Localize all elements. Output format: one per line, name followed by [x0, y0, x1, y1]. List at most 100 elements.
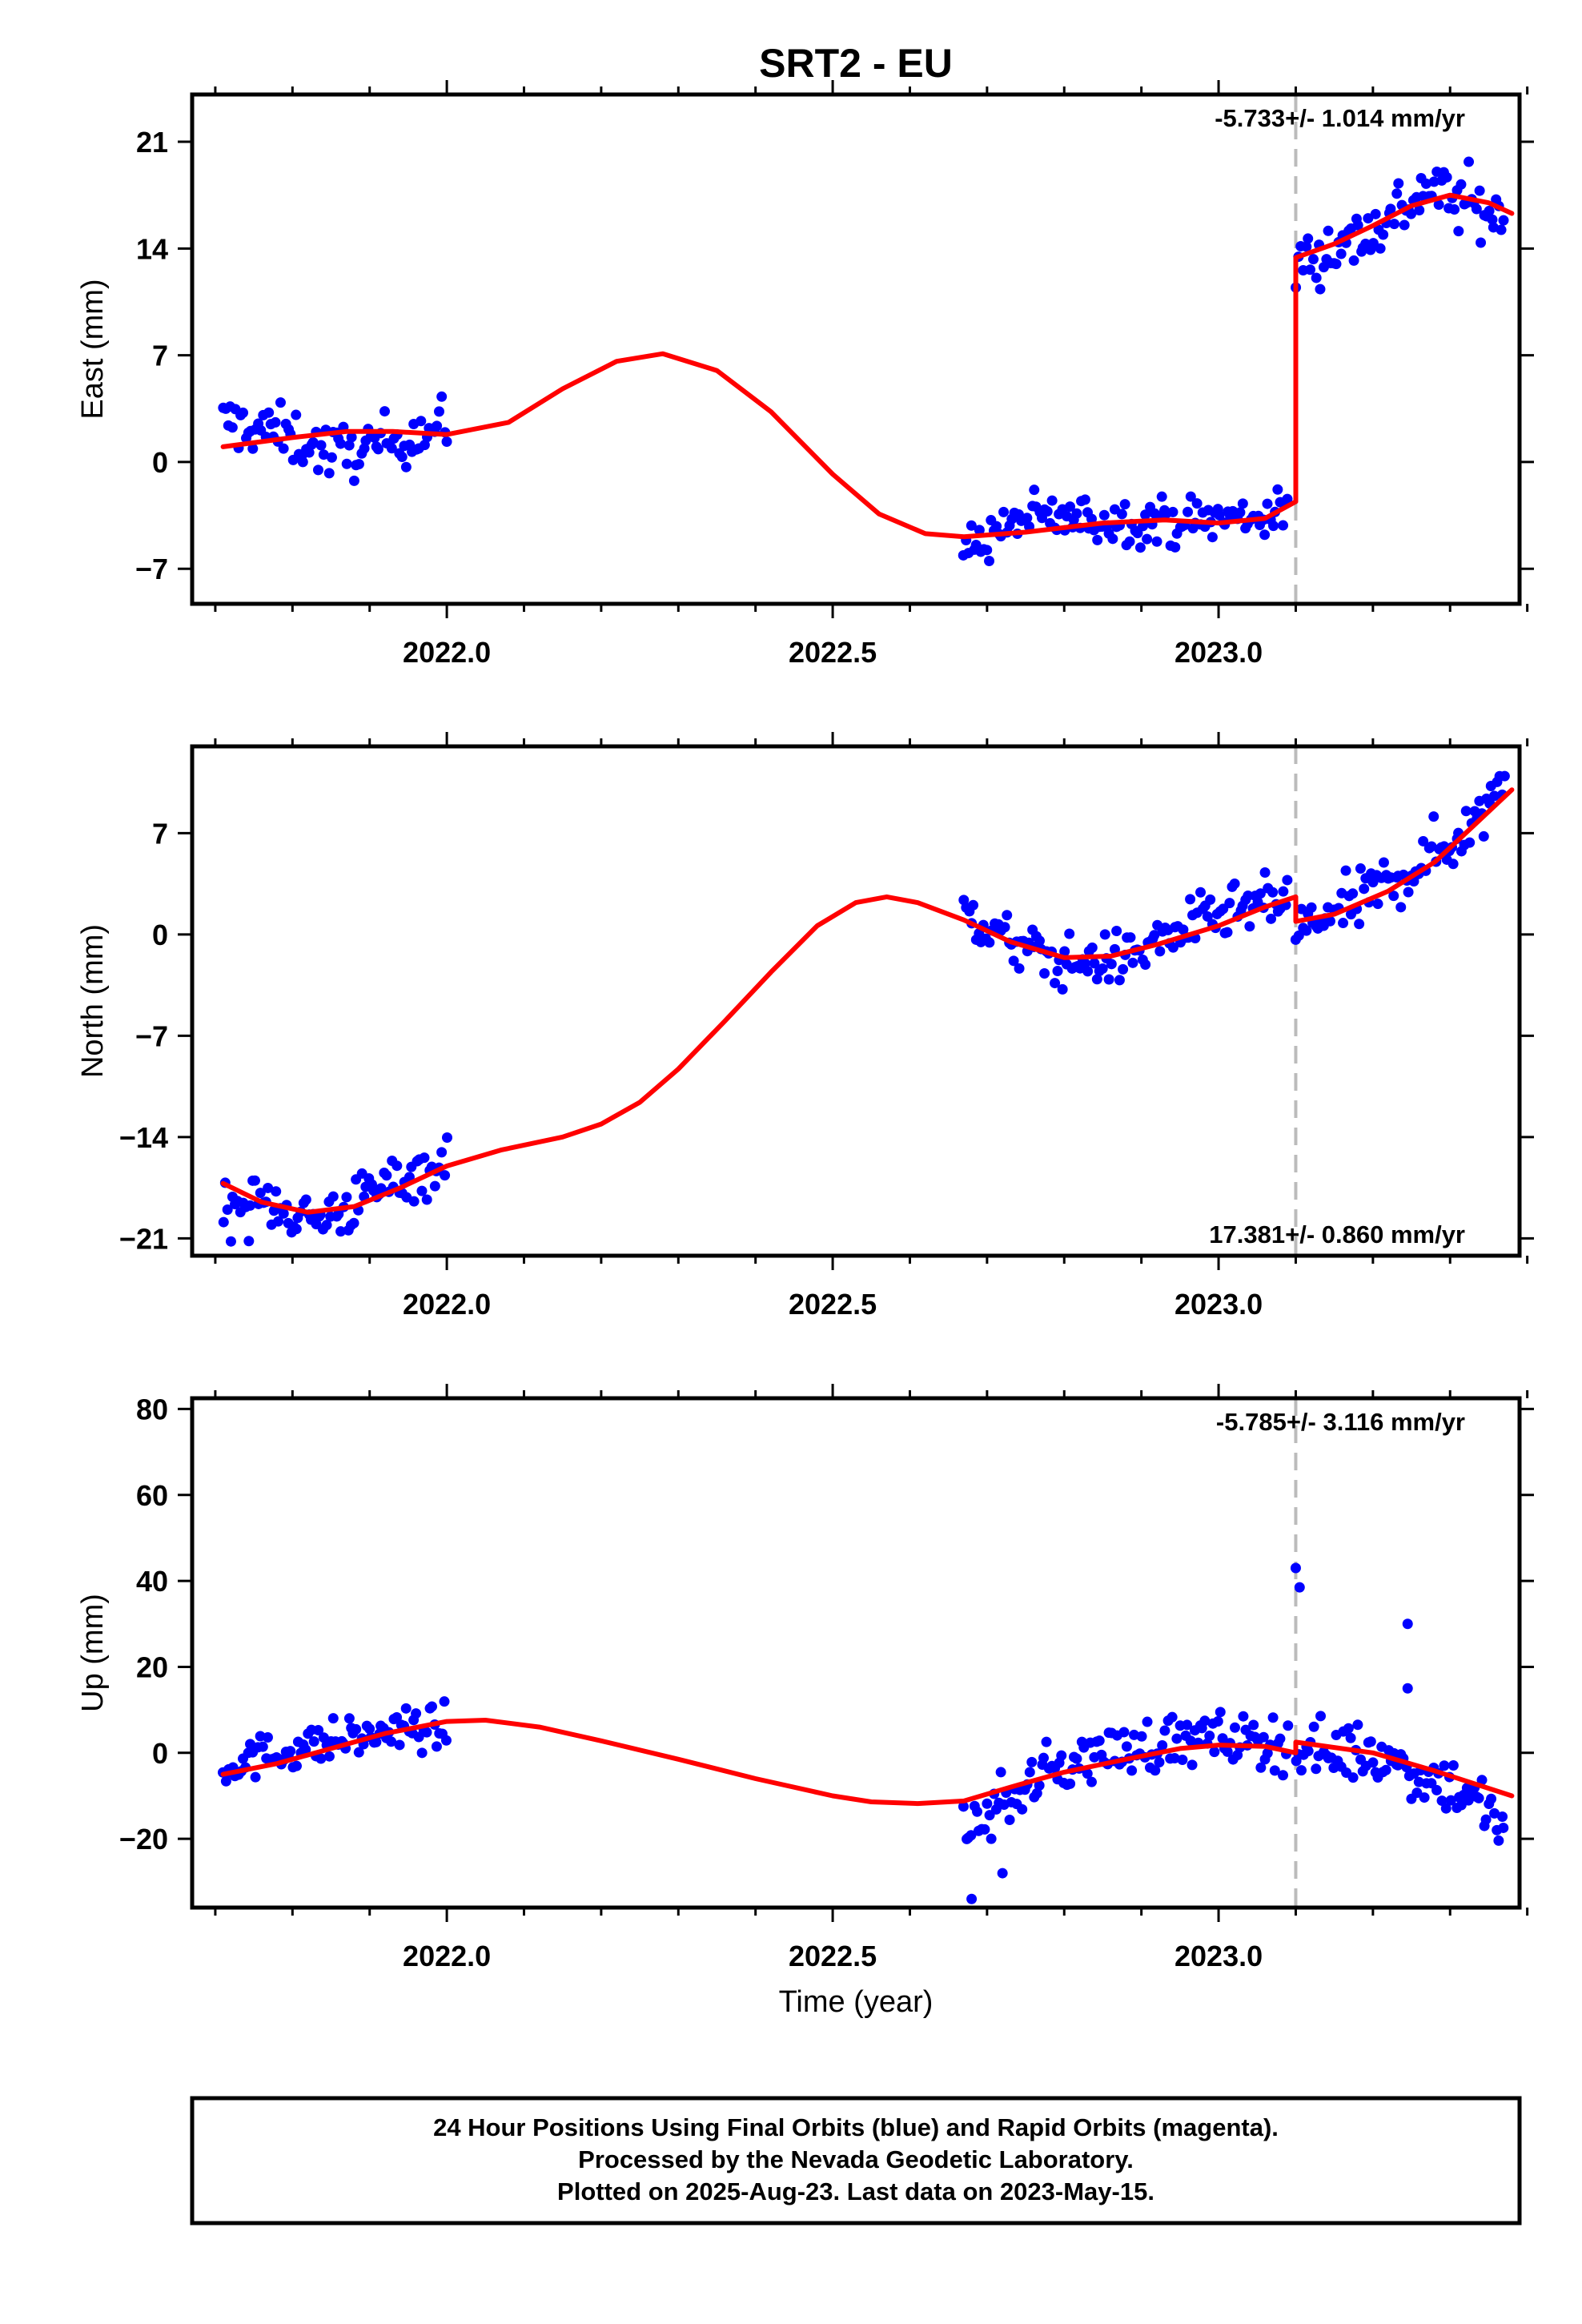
data-point	[307, 436, 319, 448]
data-point	[1431, 1784, 1443, 1795]
data-point	[1278, 520, 1289, 531]
plot-frame	[190, 1396, 1522, 1910]
data-point	[291, 1760, 302, 1771]
data-point	[1202, 911, 1213, 922]
data-point	[1092, 534, 1103, 545]
data-point	[1460, 806, 1472, 817]
data-point	[1039, 967, 1050, 979]
data-point-outlier	[997, 1868, 1008, 1879]
data-point	[323, 1751, 335, 1762]
data-point	[1267, 887, 1279, 898]
data-point	[318, 449, 329, 460]
data-point	[1125, 932, 1136, 943]
data-point	[1441, 171, 1452, 183]
data-point	[1307, 254, 1319, 265]
data-point	[375, 1183, 387, 1194]
y-tick-label: −20	[119, 1823, 168, 1856]
data-point	[372, 444, 383, 455]
data-point	[416, 1747, 428, 1759]
data-point	[1167, 942, 1178, 953]
data-point	[222, 1204, 233, 1216]
data-point	[1024, 1767, 1035, 1778]
data-point	[1269, 1765, 1280, 1776]
data-point	[1229, 878, 1240, 889]
data-point	[275, 397, 286, 408]
data-point	[1447, 858, 1459, 870]
data-point	[1217, 1733, 1228, 1744]
data-point	[440, 1735, 452, 1746]
data-point	[1127, 957, 1138, 968]
data-point	[1182, 506, 1194, 517]
data-point	[1107, 533, 1118, 545]
data-point	[1278, 886, 1289, 897]
data-point	[1478, 830, 1489, 842]
data-point	[1008, 955, 1019, 967]
data-point	[431, 1741, 442, 1752]
data-point	[1488, 790, 1500, 802]
data-point	[1134, 542, 1146, 553]
data-point	[1359, 883, 1370, 895]
data-point	[1142, 533, 1153, 545]
data-point	[247, 443, 259, 454]
data-point	[1282, 493, 1293, 505]
data-point	[1324, 915, 1335, 927]
y-tick-label: −7	[135, 553, 168, 585]
data-point	[1295, 1765, 1307, 1776]
data-point	[1436, 1795, 1447, 1807]
data-point-outlier	[966, 1893, 978, 1904]
data-point	[257, 1741, 268, 1752]
y-tick-label: 0	[152, 919, 168, 951]
data-point	[1205, 894, 1216, 905]
data-point	[436, 391, 448, 402]
y-tick-label: 7	[152, 817, 168, 850]
data-point	[1497, 1811, 1508, 1823]
data-point	[1119, 499, 1130, 510]
data-point	[335, 438, 346, 449]
data-point	[1209, 1747, 1220, 1758]
data-point	[1464, 837, 1476, 848]
y-tick-label: −14	[119, 1121, 168, 1154]
data-point	[1266, 913, 1277, 924]
data-point	[1149, 930, 1160, 941]
data-point	[285, 1746, 296, 1757]
data-point	[1262, 1747, 1273, 1759]
data-point	[250, 1771, 261, 1783]
data-point	[1238, 1711, 1249, 1722]
data-point	[255, 1188, 266, 1199]
data-point	[1428, 176, 1439, 187]
data-point	[982, 1798, 993, 1809]
data-point	[1343, 1723, 1354, 1734]
data-point	[394, 1739, 405, 1751]
data-point	[1378, 229, 1389, 240]
y-tick-label: −7	[135, 1019, 168, 1052]
x-tick-label: 2022.5	[789, 636, 877, 669]
data-point	[263, 407, 275, 418]
data-point	[1071, 1753, 1082, 1764]
data-point-outlier	[1294, 1582, 1305, 1593]
data-point	[1064, 928, 1075, 939]
data-point	[1311, 272, 1322, 283]
data-point	[1171, 1733, 1182, 1744]
data-point	[1385, 203, 1396, 215]
data-point	[1124, 536, 1135, 547]
data-point	[218, 1216, 229, 1228]
data-point	[271, 1186, 282, 1197]
data-point	[386, 443, 397, 454]
model-curve	[220, 192, 1515, 540]
data-point	[1393, 178, 1404, 189]
data-point	[1440, 1803, 1452, 1814]
data-point	[1389, 219, 1400, 230]
data-point	[1259, 529, 1271, 541]
data-point	[1167, 506, 1178, 517]
footer-line-2: Processed by the Nevada Geodetic Laborat…	[578, 2145, 1134, 2173]
data-point	[300, 1744, 311, 1755]
data-point	[1126, 1765, 1138, 1776]
up-panel: 2022.0 2022.5 2023.0 −20 0 20 40 60 80 Up (mm) -5.…	[76, 1384, 1534, 1972]
data-point	[1414, 204, 1425, 215]
footer-box: 24 Hour Positions Using Final Orbits (bl…	[190, 2096, 1522, 2225]
data-point	[1244, 921, 1255, 932]
data-point	[391, 1711, 403, 1723]
data-point	[972, 1806, 983, 1817]
y-tick-label: 21	[136, 126, 168, 159]
data-point	[1255, 1762, 1267, 1773]
